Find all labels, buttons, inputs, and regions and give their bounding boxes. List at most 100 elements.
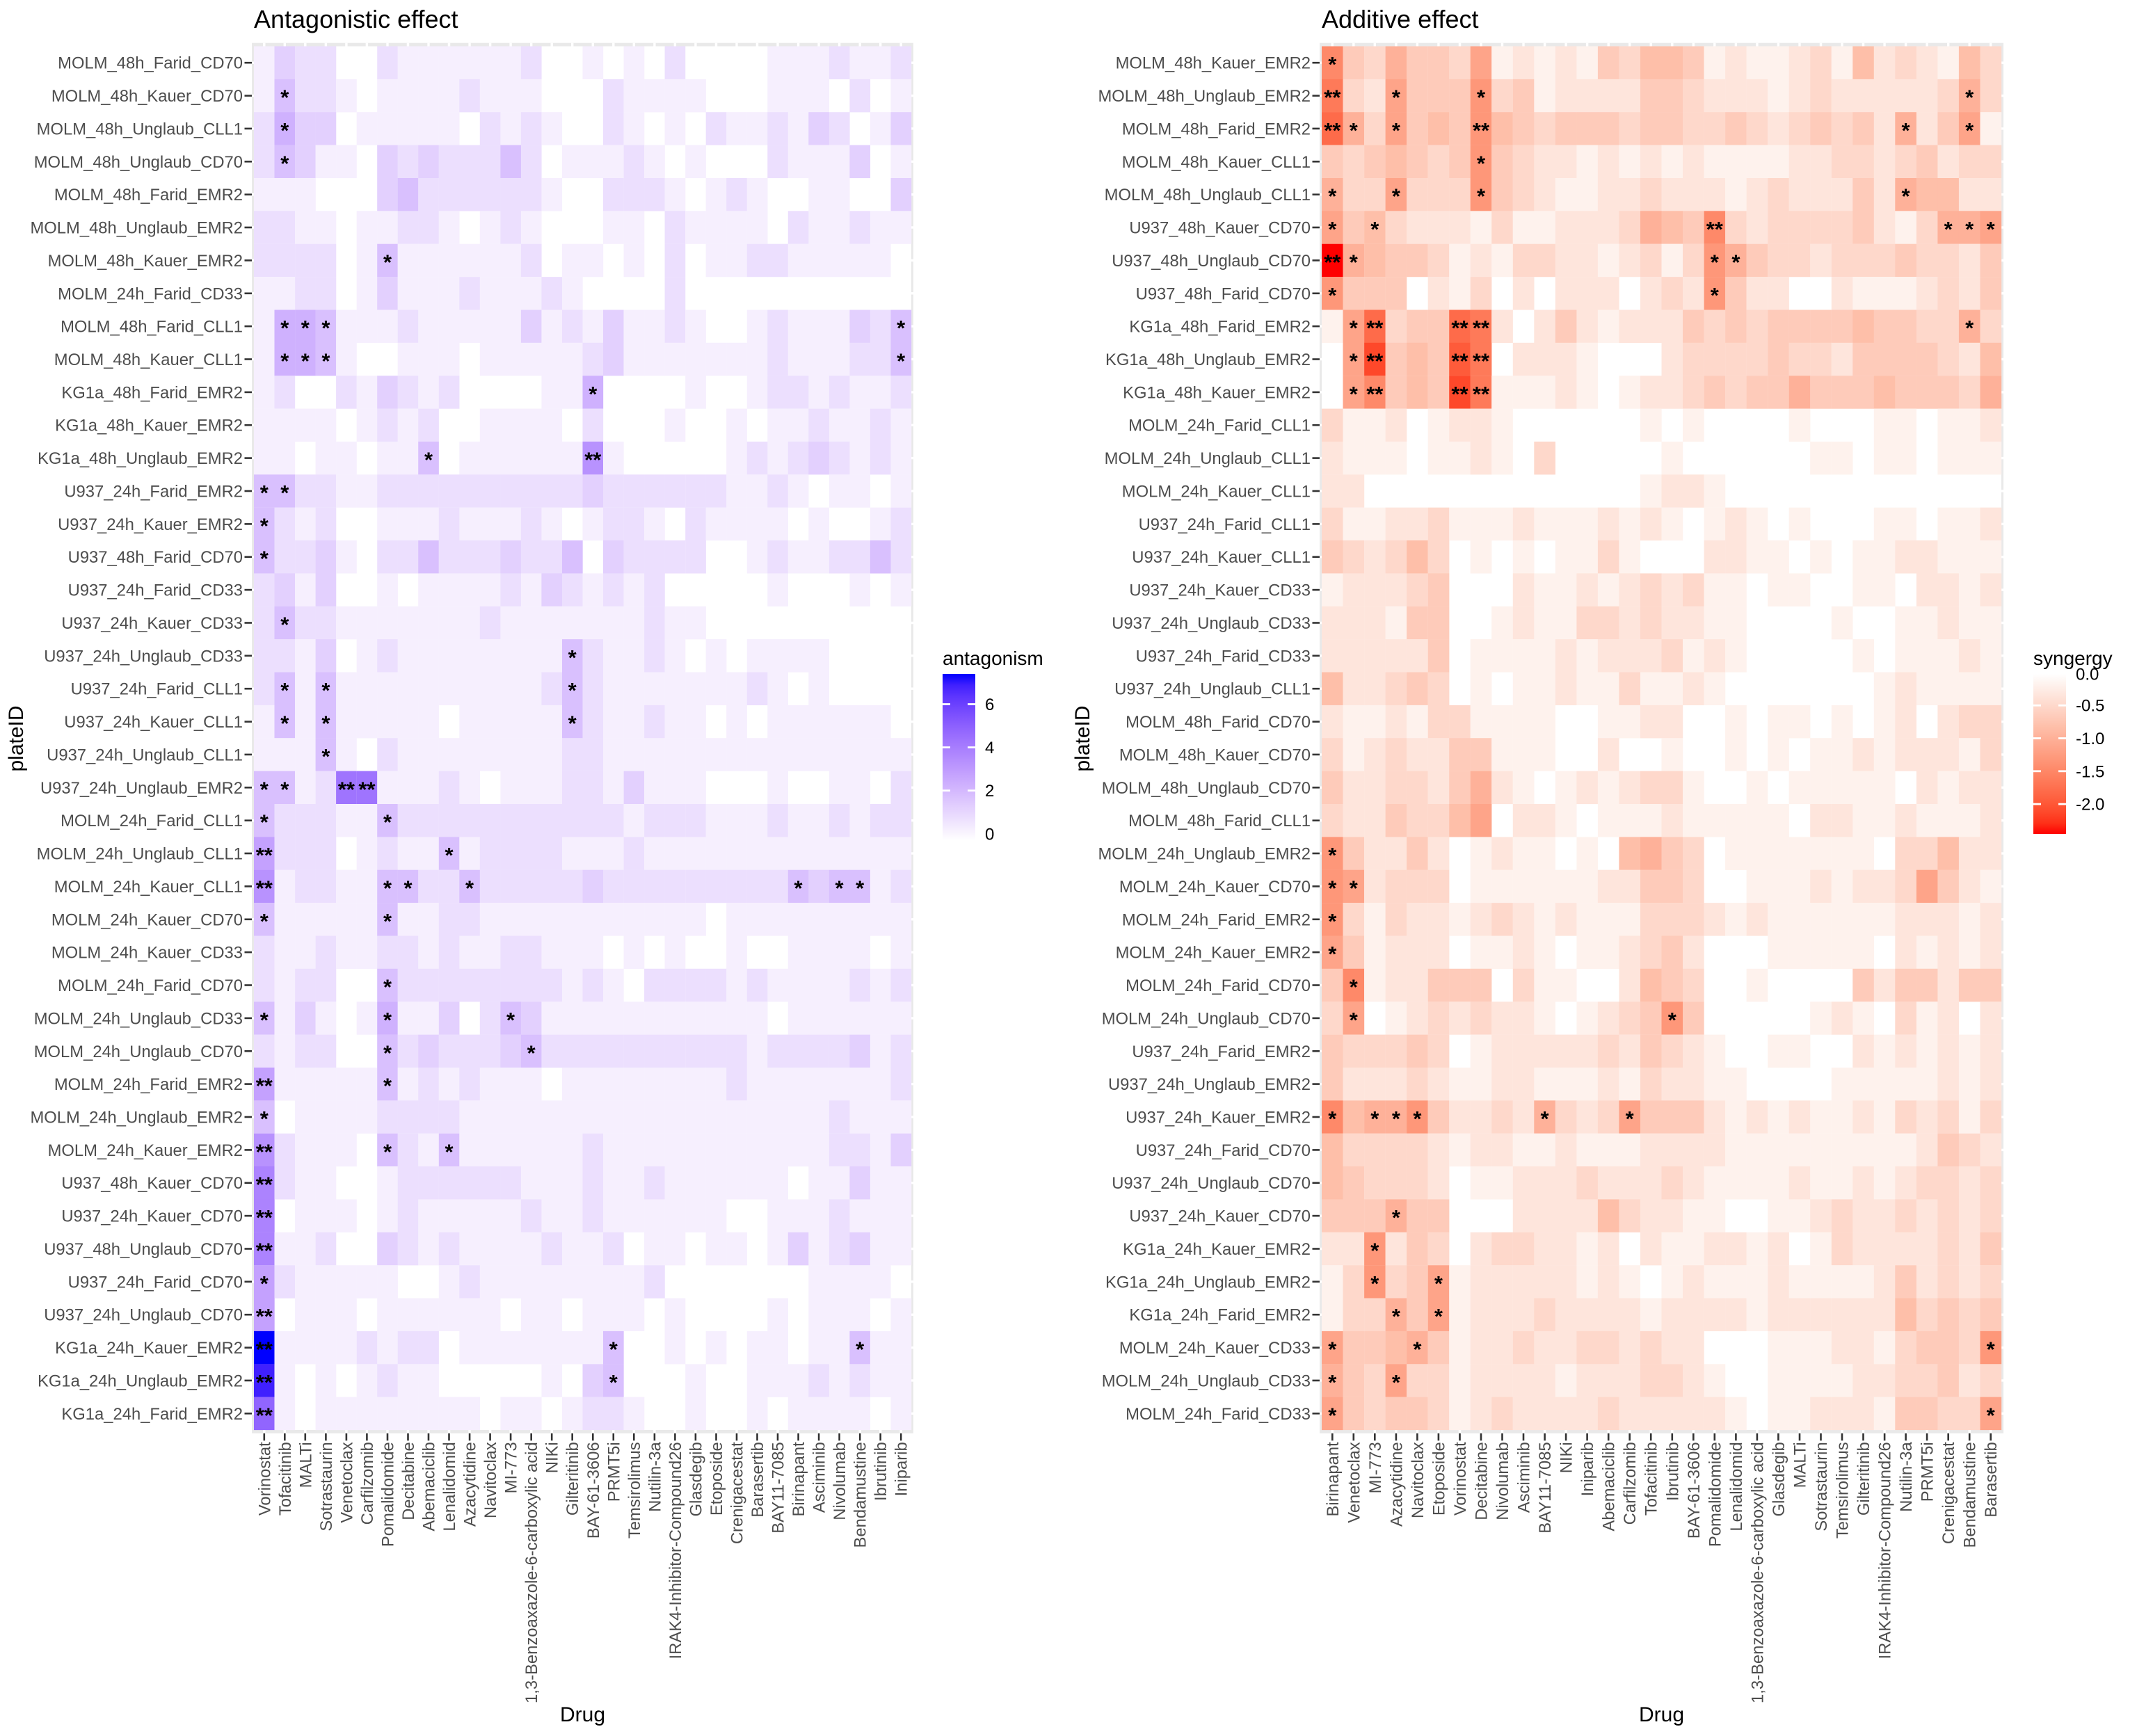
svg-text:Abemaciclib: Abemaciclib — [420, 1442, 439, 1531]
svg-text:antagonism: antagonism — [943, 648, 1043, 669]
svg-text:MOLM_24h_Kauer_EMR2: MOLM_24h_Kauer_EMR2 — [1116, 944, 1311, 963]
svg-text:**: ** — [338, 777, 355, 801]
svg-text:U937_48h_Kauer_CD70: U937_48h_Kauer_CD70 — [61, 1174, 243, 1193]
svg-text:**: ** — [256, 1370, 273, 1395]
svg-text:*: * — [1392, 1304, 1401, 1328]
svg-text:*: * — [301, 349, 310, 373]
svg-text:**: ** — [584, 448, 602, 472]
svg-text:Gilteritinib: Gilteritinib — [1855, 1442, 1873, 1516]
svg-text:*: * — [280, 481, 289, 505]
svg-text:0.0: 0.0 — [2076, 666, 2099, 684]
svg-text:Decitabine: Decitabine — [399, 1442, 418, 1520]
svg-text:U937_24h_Unglaub_CLL1: U937_24h_Unglaub_CLL1 — [1114, 680, 1311, 699]
svg-text:KG1a_48h_Kauer_EMR2: KG1a_48h_Kauer_EMR2 — [1123, 383, 1311, 402]
svg-text:*: * — [301, 316, 310, 340]
svg-text:MALTi: MALTi — [296, 1442, 315, 1488]
svg-text:Antagonistic effect: Antagonistic effect — [254, 5, 458, 33]
svg-text:**: ** — [1324, 118, 1341, 143]
svg-text:*: * — [1328, 942, 1337, 966]
svg-text:*: * — [1370, 217, 1379, 241]
svg-text:U937_48h_Kauer_CD70: U937_48h_Kauer_CD70 — [1129, 219, 1311, 238]
svg-text:*: * — [506, 1008, 515, 1032]
svg-text:*: * — [1477, 184, 1486, 209]
svg-text:U937_24h_Farid_EMR2: U937_24h_Farid_EMR2 — [64, 483, 243, 501]
svg-text:*: * — [1477, 86, 1486, 110]
svg-text:Vorinostat: Vorinostat — [1451, 1442, 1470, 1516]
svg-text:BAY11-7085: BAY11-7085 — [769, 1442, 788, 1533]
svg-text:Decitabine: Decitabine — [1473, 1442, 1491, 1520]
svg-text:U937_24h_Farid_CD33: U937_24h_Farid_CD33 — [1136, 647, 1311, 666]
svg-text:MOLM_24h_Kauer_CLL1: MOLM_24h_Kauer_CLL1 — [1122, 483, 1311, 501]
svg-text:*: * — [445, 1139, 454, 1164]
svg-text:*: * — [1328, 843, 1337, 867]
svg-text:U937_24h_Unglaub_CLL1: U937_24h_Unglaub_CLL1 — [47, 746, 243, 764]
svg-text:*: * — [321, 678, 330, 702]
svg-text:KG1a_48h_Unglaub_EMR2: KG1a_48h_Unglaub_EMR2 — [38, 449, 243, 468]
svg-text:**: ** — [1324, 250, 1341, 274]
svg-text:Gilteritinib: Gilteritinib — [563, 1442, 582, 1516]
svg-text:U937_24h_Kauer_CD70: U937_24h_Kauer_CD70 — [1129, 1207, 1311, 1226]
svg-text:*: * — [383, 975, 392, 999]
svg-text:U937_48h_Unglaub_CD70: U937_48h_Unglaub_CD70 — [44, 1240, 243, 1259]
svg-text:*: * — [321, 349, 330, 373]
svg-text:*: * — [1350, 1008, 1359, 1032]
svg-text:*: * — [1328, 184, 1337, 209]
svg-text:*: * — [260, 1107, 269, 1131]
svg-text:U937_48h_Farid_CD70: U937_48h_Farid_CD70 — [68, 548, 243, 567]
svg-text:*: * — [280, 151, 289, 175]
svg-text:*: * — [424, 448, 433, 472]
svg-text:1,3-Benzoaxazole-6-carboxylic: 1,3-Benzoaxazole-6-carboxylic acid — [522, 1442, 541, 1703]
svg-text:*: * — [445, 843, 454, 867]
svg-text:Carfilzomib: Carfilzomib — [358, 1442, 377, 1525]
svg-text:MOLM_48h_Farid_CD70: MOLM_48h_Farid_CD70 — [1126, 713, 1311, 732]
svg-text:MOLM_24h_Unglaub_CLL1: MOLM_24h_Unglaub_CLL1 — [37, 845, 243, 864]
svg-text:*: * — [260, 810, 269, 835]
svg-text:*: * — [1392, 1107, 1401, 1131]
svg-text:U937_48h_Farid_CD70: U937_48h_Farid_CD70 — [1136, 284, 1311, 303]
svg-text:Birinapant: Birinapant — [1324, 1442, 1343, 1517]
svg-text:*: * — [1328, 52, 1337, 77]
svg-text:*: * — [1711, 250, 1720, 274]
svg-text:*: * — [1350, 250, 1359, 274]
svg-text:*: * — [1477, 151, 1486, 175]
svg-text:Azacytidine: Azacytidine — [1387, 1442, 1406, 1527]
svg-text:Ibrutinib: Ibrutinib — [1663, 1442, 1682, 1501]
svg-text:Nutilin-3a: Nutilin-3a — [646, 1442, 664, 1512]
svg-text:Iniparib: Iniparib — [893, 1442, 911, 1496]
svg-text:MOLM_48h_Kauer_EMR2: MOLM_48h_Kauer_EMR2 — [48, 252, 243, 271]
svg-text:*: * — [568, 645, 577, 670]
svg-text:Crenigacestat: Crenigacestat — [1939, 1442, 1958, 1544]
svg-text:Nutilin-3a: Nutilin-3a — [1897, 1442, 1916, 1512]
svg-text:Navitoclax: Navitoclax — [1409, 1442, 1427, 1518]
svg-text:MOLM_48h_Unglaub_CD70: MOLM_48h_Unglaub_CD70 — [1102, 779, 1311, 798]
svg-text:*: * — [1434, 1304, 1443, 1328]
svg-text:Asciminib: Asciminib — [1515, 1442, 1534, 1513]
svg-text:*: * — [1350, 382, 1359, 406]
svg-text:Navitoclax: Navitoclax — [481, 1442, 500, 1518]
svg-text:*: * — [383, 1008, 392, 1032]
svg-text:Ibrutinib: Ibrutinib — [872, 1442, 890, 1501]
svg-text:PRMT5i: PRMT5i — [605, 1442, 623, 1502]
svg-text:U937_24h_Farid_CD33: U937_24h_Farid_CD33 — [68, 581, 243, 600]
svg-text:*: * — [260, 777, 269, 801]
svg-text:*: * — [589, 382, 598, 406]
svg-text:MOLM_24h_Farid_CLL1: MOLM_24h_Farid_CLL1 — [61, 812, 243, 830]
svg-text:Nivolumab: Nivolumab — [1494, 1442, 1512, 1520]
svg-text:MOLM_24h_Farid_CD33: MOLM_24h_Farid_CD33 — [1126, 1405, 1311, 1424]
svg-text:U937_48h_Unglaub_CD70: U937_48h_Unglaub_CD70 — [1112, 252, 1311, 271]
svg-text:U937_24h_Kauer_CLL1: U937_24h_Kauer_CLL1 — [64, 713, 243, 732]
svg-text:MOLM_48h_Farid_CLL1: MOLM_48h_Farid_CLL1 — [61, 318, 243, 337]
svg-text:*: * — [280, 777, 289, 801]
svg-text:U937_24h_Kauer_CD70: U937_24h_Kauer_CD70 — [61, 1207, 243, 1226]
svg-text:*: * — [1328, 283, 1337, 307]
svg-text:*: * — [1434, 1271, 1443, 1296]
svg-text:U937_24h_Kauer_EMR2: U937_24h_Kauer_EMR2 — [58, 515, 243, 534]
svg-text:*: * — [1392, 1205, 1401, 1230]
svg-text:KG1a_48h_Kauer_EMR2: KG1a_48h_Kauer_EMR2 — [55, 417, 243, 435]
svg-text:*: * — [1350, 349, 1359, 373]
svg-text:KG1a_24h_Unglaub_EMR2: KG1a_24h_Unglaub_EMR2 — [1105, 1273, 1311, 1292]
svg-text:*: * — [1350, 118, 1359, 143]
svg-text:U937_24h_Farid_CD70: U937_24h_Farid_CD70 — [1136, 1141, 1311, 1160]
svg-text:U937_24h_Unglaub_CD70: U937_24h_Unglaub_CD70 — [44, 1306, 243, 1325]
svg-text:*: * — [609, 1337, 618, 1362]
